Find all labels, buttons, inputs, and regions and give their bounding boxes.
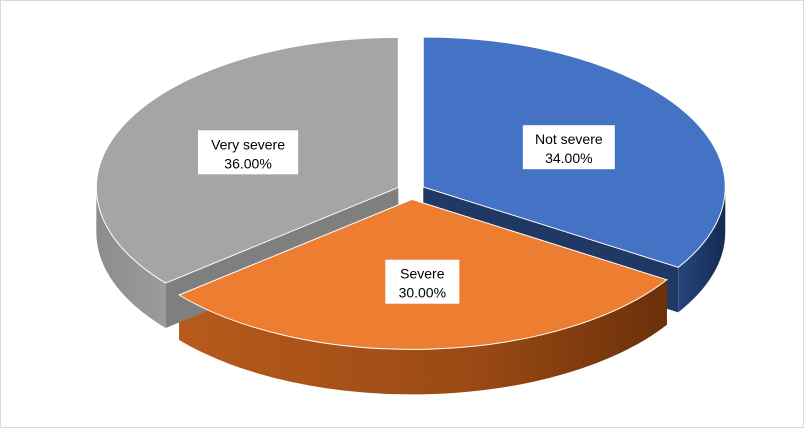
data-label-box <box>385 259 460 304</box>
data-label-category: Not severe <box>535 131 603 147</box>
data-label-not-severe: Not severe 34.00% <box>522 125 615 170</box>
pie-slice-side-not-severe <box>678 186 726 313</box>
data-label-value: 36.00% <box>224 155 271 171</box>
data-label-very-severe: Very severe 36.00% <box>197 130 299 175</box>
data-label-category: Very severe <box>211 136 285 152</box>
data-label-category: Severe <box>400 266 445 282</box>
data-label-box <box>197 130 299 175</box>
data-label-value: 30.00% <box>399 285 446 301</box>
data-label-value: 34.00% <box>545 150 592 166</box>
data-label-severe: Severe 30.00% <box>385 259 460 304</box>
pie-slice-side-severe <box>179 279 667 395</box>
data-label-box <box>522 125 615 170</box>
